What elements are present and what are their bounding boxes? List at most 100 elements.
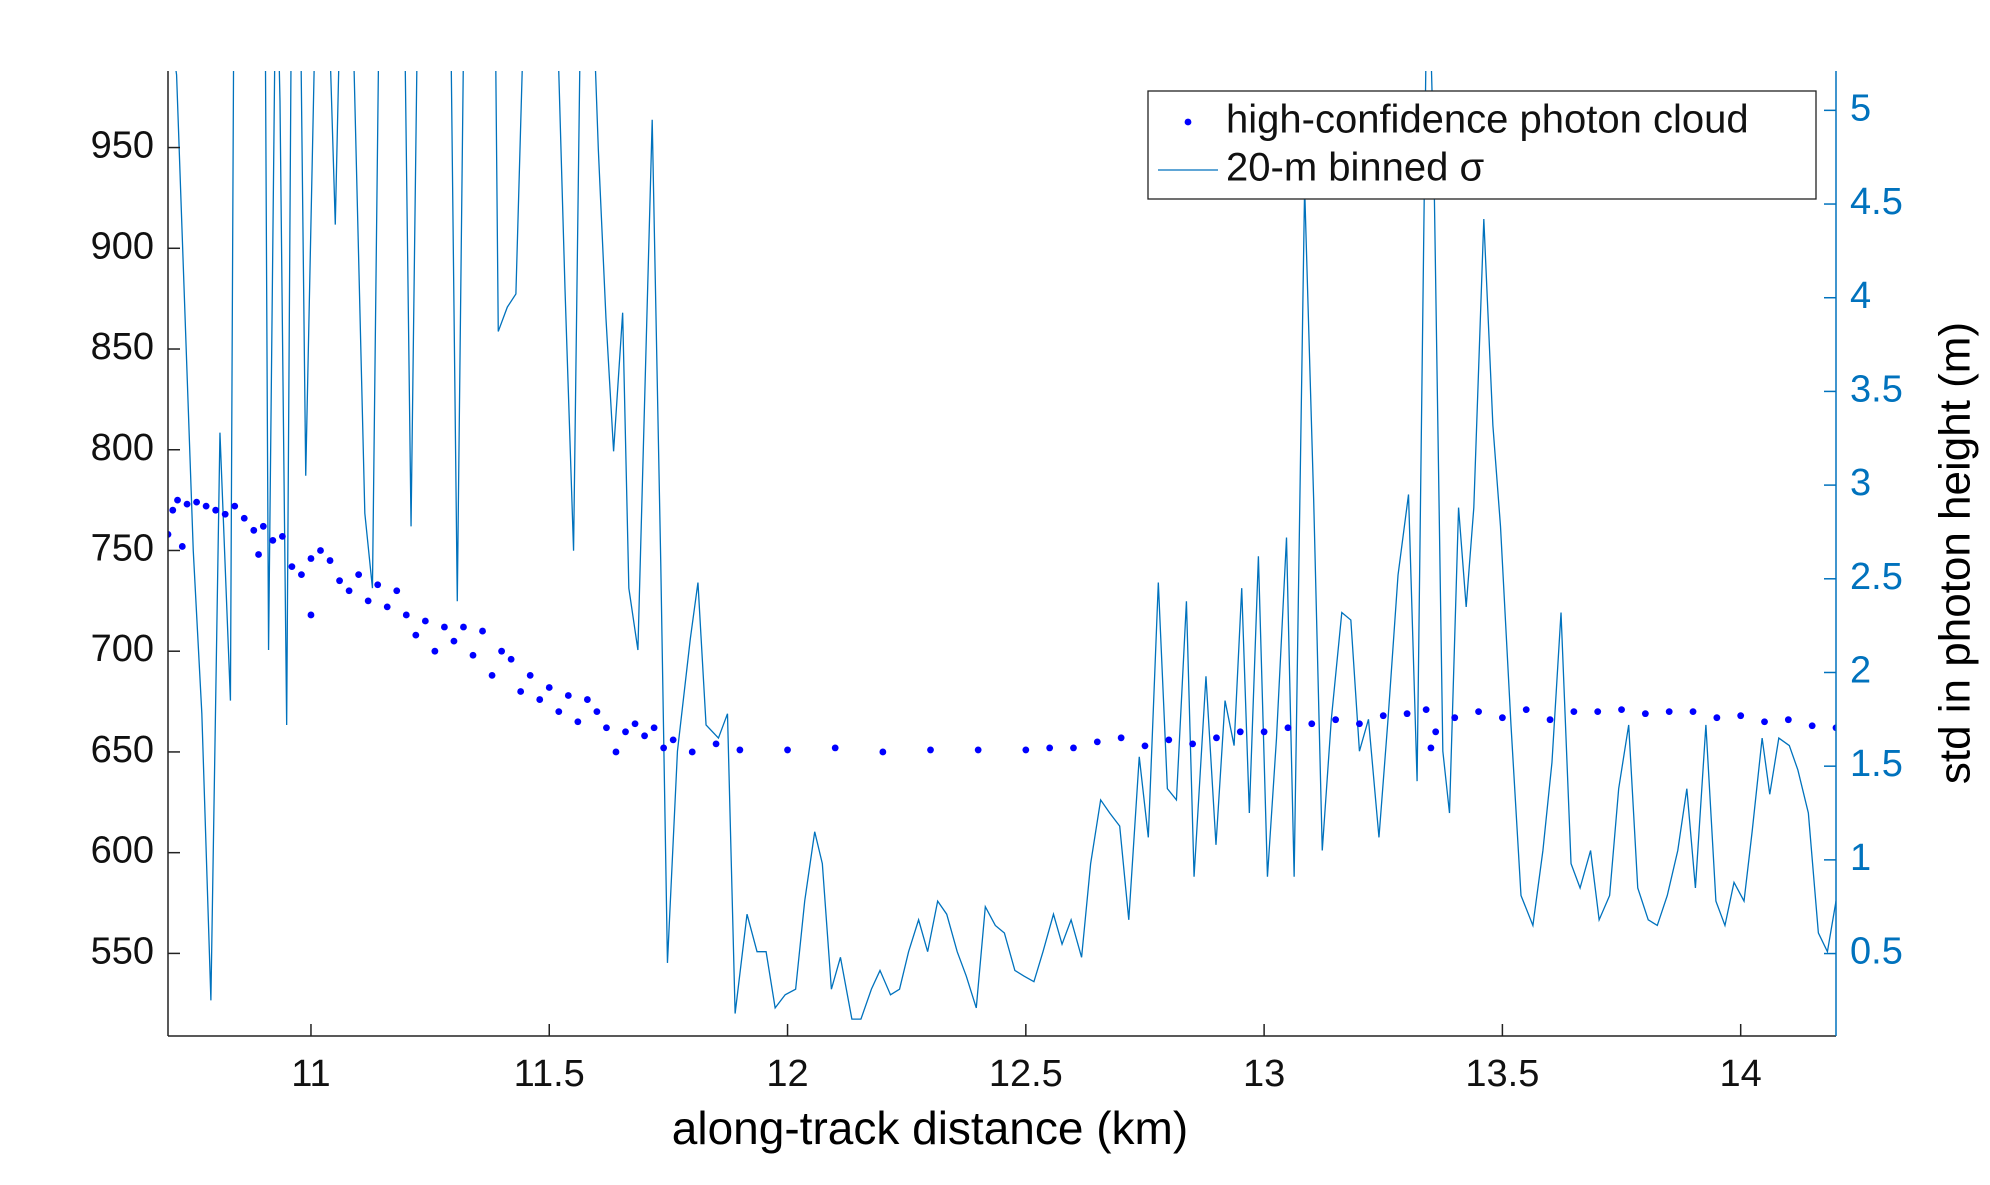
photon-point (431, 647, 439, 655)
photon-point (641, 732, 648, 740)
photon-point (974, 746, 982, 754)
legend-label: high-confidence photon cloud (1226, 98, 1749, 142)
photon-point (402, 611, 410, 619)
y-tick-label: 900 (91, 225, 154, 267)
photon-point (1236, 728, 1244, 736)
x-tick-label: 12 (766, 1053, 808, 1095)
y2-tick-label: 3 (1850, 462, 1871, 504)
photon-point (526, 671, 534, 679)
photon-point (450, 637, 458, 645)
photon-point (231, 502, 239, 510)
photon-point (479, 627, 486, 635)
y2-tick-label: 5 (1850, 87, 1871, 129)
photon-point (412, 631, 420, 639)
x-tick-label: 13.5 (1465, 1053, 1539, 1095)
photon-point (583, 696, 591, 703)
photon-point (1451, 714, 1459, 722)
y2-tick-label: 2.5 (1850, 556, 1903, 598)
photon-point (355, 571, 363, 579)
photon-point (536, 696, 544, 703)
photon-point (1432, 728, 1440, 736)
photon-point (202, 502, 210, 510)
photon-point (1260, 728, 1268, 736)
photon-point (1332, 716, 1339, 724)
x-axis-label: along-track distance (km) (672, 1102, 1188, 1154)
photon-point (221, 510, 229, 518)
photon-point (259, 522, 267, 530)
photon-point (1546, 716, 1554, 724)
y-tick-label: 550 (91, 930, 154, 972)
photon-point (169, 506, 177, 514)
y2-tick-label: 4 (1850, 275, 1871, 317)
x-tick-label: 13 (1243, 1053, 1285, 1095)
photon-point (1761, 718, 1768, 726)
photon-point (383, 603, 391, 611)
photon-point (1499, 714, 1506, 722)
photon-point (1784, 716, 1792, 724)
photon-point (269, 537, 277, 544)
photon-point (1046, 744, 1054, 752)
photon-point (669, 736, 677, 744)
photon-point (1117, 734, 1125, 742)
photon-point (1475, 708, 1482, 716)
photon-point (441, 623, 448, 631)
photon-point (1141, 742, 1149, 750)
y-tick-label: 700 (91, 628, 154, 670)
photon-point (712, 740, 720, 748)
photon-point (1022, 746, 1030, 754)
photon-point (1213, 734, 1220, 742)
legend-marker (1184, 118, 1192, 126)
photon-point (1832, 724, 1836, 732)
photon-point (1165, 736, 1173, 744)
photon-point (1189, 740, 1197, 748)
photon-point (255, 551, 262, 558)
photon-point (1093, 738, 1101, 746)
photon-point (174, 496, 181, 504)
y2-axis-label: std in photon height (m) (1931, 322, 1980, 784)
y-tick-label: 800 (91, 427, 154, 469)
photon-point (927, 746, 934, 754)
photon-point (460, 623, 467, 631)
y2-tick-label: 1 (1850, 837, 1871, 879)
photon-point (1070, 744, 1077, 752)
y2-tick-label: 1.5 (1850, 743, 1903, 785)
y-tick-label: 950 (91, 125, 154, 167)
photon-point (1808, 722, 1816, 730)
photon-point (564, 692, 572, 699)
photon-point (469, 651, 477, 659)
photon-point (240, 514, 248, 522)
photon-point (374, 581, 382, 589)
photon-point (631, 720, 639, 728)
photon-point (1594, 708, 1602, 716)
photon-point (1570, 708, 1578, 716)
photon-point (364, 597, 372, 605)
photon-point (1403, 710, 1411, 718)
photon-point (178, 543, 186, 550)
y-tick-label: 850 (91, 326, 154, 368)
photon-point (1737, 712, 1745, 720)
photon-point (603, 724, 610, 732)
photon-point (336, 577, 343, 585)
photon-point (250, 526, 258, 534)
photon-point (507, 655, 515, 663)
legend-label: 20-m binned σ (1226, 146, 1484, 190)
photon-point (307, 555, 315, 562)
y2-tick-label: 4.5 (1850, 181, 1903, 223)
photon-point (1356, 720, 1363, 728)
photon-point (345, 587, 353, 595)
photon-point (307, 611, 315, 619)
x-tick-label: 12.5 (989, 1053, 1063, 1095)
photon-point (1522, 706, 1530, 714)
photon-point (1284, 724, 1292, 732)
x-tick-label: 11.5 (514, 1053, 585, 1095)
photon-point (498, 647, 505, 655)
photon-point (288, 563, 296, 570)
x-tick-label: 11 (291, 1053, 330, 1095)
photon-point (1422, 706, 1430, 714)
photon-point (193, 498, 200, 506)
photon-point (278, 532, 286, 540)
photon-point (1641, 710, 1649, 718)
photon-point (688, 748, 696, 756)
photon-point (555, 708, 563, 716)
